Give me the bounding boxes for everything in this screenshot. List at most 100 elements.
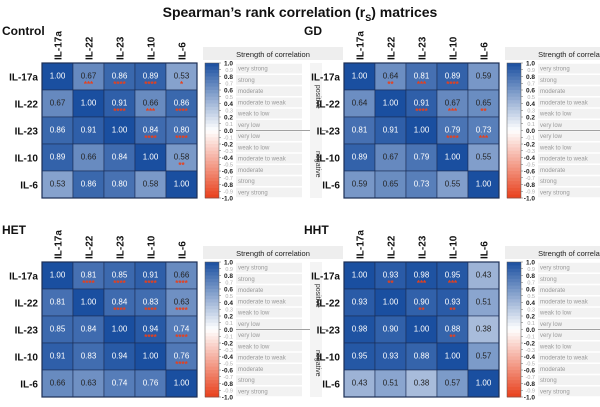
- heatmap-cell: [374, 288, 407, 317]
- colorbar-tick-label: 0.1: [225, 321, 233, 327]
- heatmap-panel-control: Control IL-17a IL-22 IL-23 IL-10 IL-6 IL-17a IL…: [2, 24, 343, 202]
- colorbar-segment: [507, 113, 521, 118]
- colorbar-segment: [205, 160, 219, 165]
- colorbar-tick-label: 0.4: [224, 300, 233, 307]
- colorbar-segment: [507, 285, 521, 290]
- strength-label-bg: [538, 187, 600, 198]
- cell-value: 1.00: [352, 72, 368, 81]
- strength-label-bg: [538, 75, 600, 85]
- colorbar-segment: [507, 86, 521, 91]
- colorbar-segment: [507, 346, 521, 351]
- cell-value: 1.00: [476, 379, 492, 388]
- colorbar-tick-label: -0.2: [524, 141, 536, 148]
- colorbar-segment: [507, 390, 521, 395]
- strength-label-bg: [538, 120, 600, 130]
- cell-value: 0.53: [50, 180, 66, 189]
- column-label: IL-10: [147, 235, 158, 259]
- colorbar-tick-label: -1.0: [524, 195, 536, 202]
- cell-value: 0.83: [81, 352, 97, 361]
- row-label: IL-10: [15, 353, 39, 364]
- heatmap-cell: [165, 116, 198, 145]
- strength-label-bg: [538, 86, 600, 96]
- significance-stars: ****: [175, 360, 188, 369]
- colorbar-segment: [205, 123, 219, 128]
- colorbar-tick-label: -0.1: [526, 335, 535, 341]
- strength-label: strong: [238, 378, 255, 384]
- colorbar-segment: [205, 319, 219, 324]
- colorbar-segment: [205, 113, 219, 118]
- colorbar-tick-label: -0.3: [526, 149, 535, 155]
- colorbar-segment: [205, 103, 219, 108]
- significance-stars: *: [180, 80, 184, 89]
- colorbar-tick-label: 0.0: [224, 327, 233, 334]
- colorbar-segment: [205, 343, 219, 347]
- heatmap-cell: [467, 261, 500, 290]
- colorbar-segment: [205, 359, 219, 364]
- column-label: IL-22: [387, 235, 398, 259]
- panel-title: HET: [2, 223, 27, 237]
- strength-label-bg: [236, 285, 302, 295]
- colorbar-segment: [205, 154, 219, 158]
- heatmap-cell: [436, 342, 469, 371]
- colorbar-segment: [507, 336, 521, 341]
- cell-value: 0.81: [50, 298, 66, 307]
- colorbar-segment: [507, 96, 521, 101]
- cell-value: 0.51: [383, 379, 399, 388]
- cell-value: 0.66: [50, 379, 66, 388]
- heatmap-cell: [467, 116, 500, 145]
- colorbar-tick-label: 0.6: [224, 87, 233, 94]
- colorbar-segment: [205, 363, 219, 368]
- colorbar-segment: [205, 174, 219, 179]
- heatmap-cell: [72, 288, 105, 317]
- strength-label-bg: [538, 165, 600, 175]
- cell-value: 0.89: [352, 153, 368, 162]
- colorbar-segment: [507, 309, 521, 314]
- colorbar-segment: [205, 127, 219, 131]
- strength-label-bg: [236, 319, 302, 329]
- colorbar-tick-label: 0.1: [527, 122, 535, 128]
- heatmap-cell: [41, 143, 74, 172]
- colorbar-tick-label: -0.7: [224, 375, 233, 381]
- colorbar-tick-label: -0.9: [526, 190, 535, 196]
- colorbar-segment: [507, 282, 521, 287]
- heatmap-panel-gd: GD IL-17a IL-22 IL-23 IL-10 IL-6 IL-17a IL-22 IL…: [304, 24, 600, 202]
- colorbar-segment: [507, 140, 521, 145]
- colorbar-tick-label: -0.8: [222, 182, 234, 189]
- cell-value: 0.65: [383, 180, 399, 189]
- column-label: IL-6: [178, 42, 189, 60]
- colorbar-segment: [205, 191, 219, 196]
- colorbar-segment: [205, 187, 219, 192]
- colorbar-segment: [507, 93, 521, 98]
- colorbar-segment: [507, 103, 521, 108]
- strength-label: weak to low: [237, 145, 270, 151]
- row-label: IL-17a: [9, 272, 38, 283]
- strength-label: very low: [540, 134, 563, 140]
- cell-value: 0.94: [112, 352, 128, 361]
- colorbar-segment: [205, 66, 219, 71]
- cell-value: 0.88: [414, 352, 430, 361]
- colorbar-segment: [507, 366, 521, 371]
- strength-label: very low: [238, 333, 261, 339]
- colorbar-segment: [205, 312, 219, 317]
- colorbar-tick-label: 0.1: [225, 122, 233, 128]
- strength-label: strong: [540, 179, 557, 185]
- colorbar-segment: [507, 363, 521, 368]
- strength-label: moderate to weak: [540, 356, 589, 362]
- colorbar-segment: [205, 353, 219, 357]
- strength-label-bg: [538, 262, 600, 273]
- colorbar-segment: [205, 120, 219, 125]
- figure-title-main: Spearman’s rank correlation (r: [162, 4, 366, 20]
- cell-value: 0.80: [112, 180, 128, 189]
- colorbar-segment: [507, 383, 521, 388]
- significance-stars: ***: [146, 107, 156, 116]
- colorbar-tick-label: 0.5: [527, 294, 535, 300]
- column-label: IL-10: [147, 36, 158, 60]
- colorbar-segment: [507, 174, 521, 179]
- cell-value: 0.66: [143, 99, 159, 108]
- colorbar-segment: [205, 130, 219, 135]
- colorbar-segment: [205, 390, 219, 395]
- strength-label: very low: [238, 123, 261, 129]
- colorbar-tick-label: 1.0: [224, 259, 233, 266]
- strength-label: very strong: [238, 190, 268, 196]
- cell-value: 0.66: [81, 153, 97, 162]
